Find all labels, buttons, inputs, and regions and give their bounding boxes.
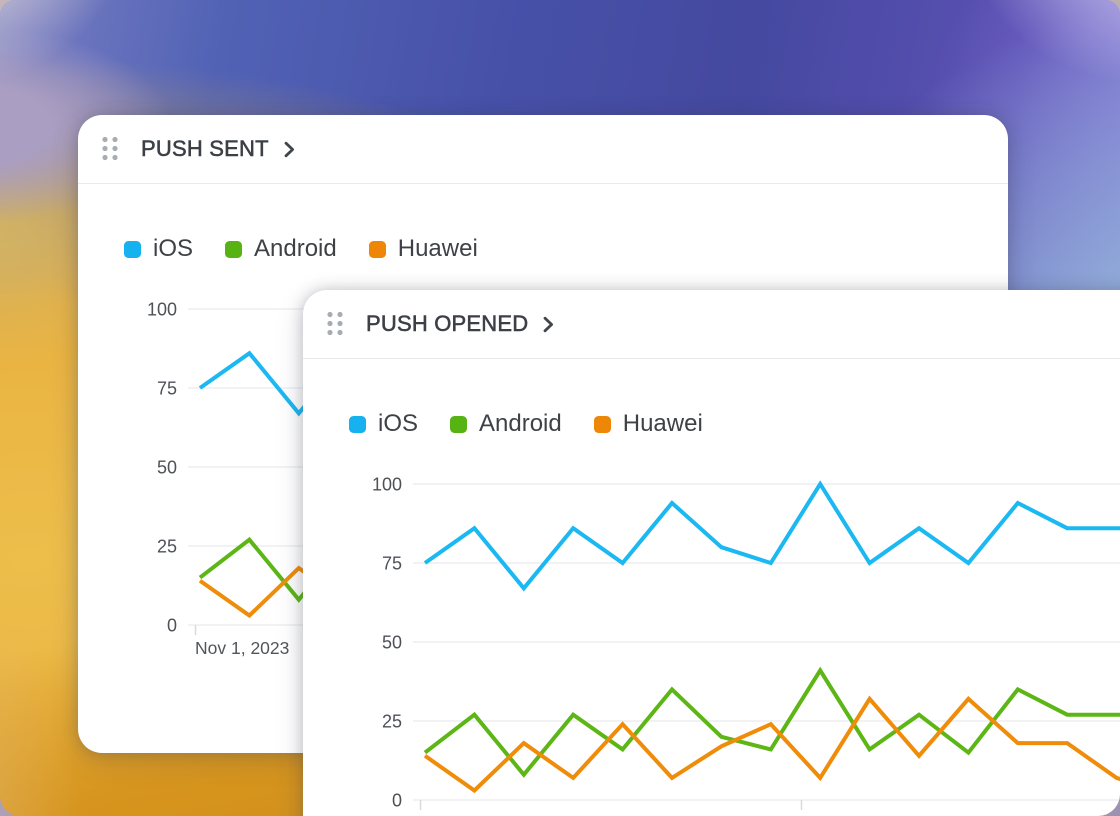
svg-text:Nov 1, 2023: Nov 1, 2023 (420, 813, 514, 816)
svg-text:25: 25 (382, 712, 402, 732)
svg-text:50: 50 (157, 458, 177, 478)
svg-text:25: 25 (157, 537, 177, 557)
svg-text:0: 0 (167, 616, 177, 636)
svg-text:Nov 1, 2023: Nov 1, 2023 (195, 638, 289, 658)
svg-text:75: 75 (157, 379, 177, 399)
svg-text:0: 0 (392, 791, 402, 811)
svg-text:50: 50 (382, 633, 402, 653)
svg-text:75: 75 (382, 554, 402, 574)
svg-text:100: 100 (147, 300, 177, 320)
svg-text:100: 100 (372, 475, 402, 495)
